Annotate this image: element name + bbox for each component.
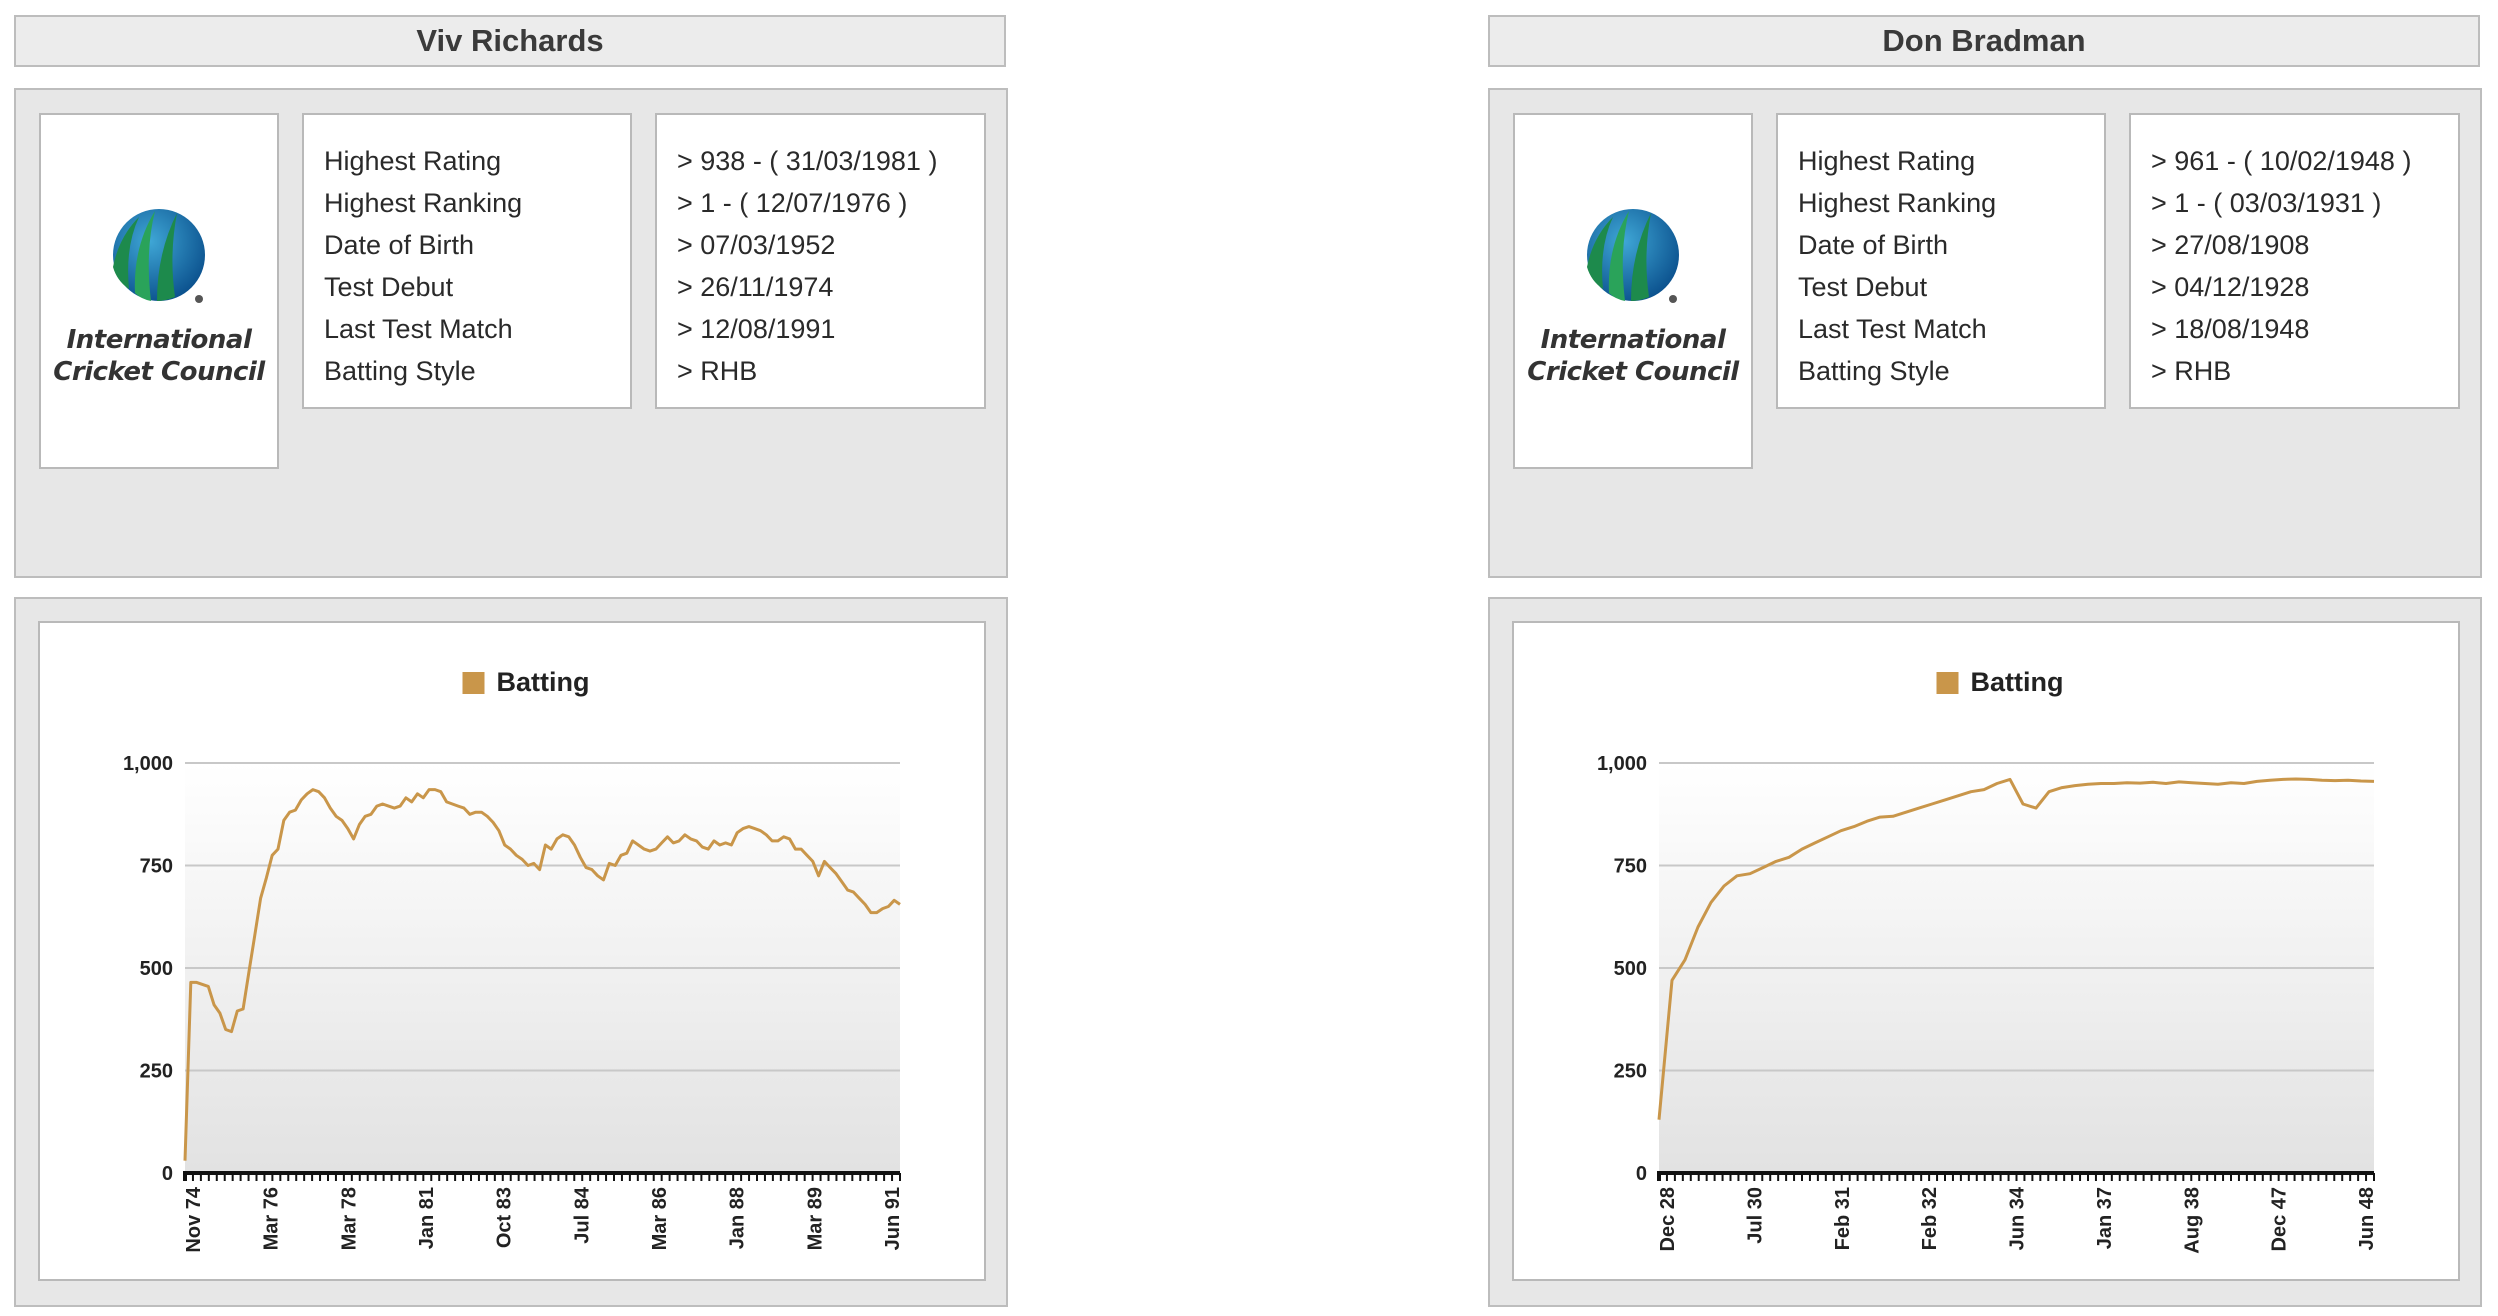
x-tick-label: Mar 89 [804, 1187, 826, 1250]
x-tick-label: Oct 83 [494, 1187, 516, 1248]
y-tick-label: 250 [1614, 1061, 1647, 1083]
player-name-header: Viv Richards [14, 15, 1006, 67]
logo-text-line2: Cricket Council [1527, 357, 1739, 387]
x-tick-label: Jul 30 [1744, 1187, 1766, 1244]
stats-values-box: > 961 - ( 10/02/1948 ) > 1 - ( 03/03/193… [2129, 113, 2460, 409]
x-tick-label: Feb 32 [1919, 1187, 1941, 1250]
stat-label-date-of-birth: Date of Birth [324, 230, 475, 260]
stat-label-highest-rating: Highest Rating [1798, 146, 1976, 176]
x-tick-label: Aug 38 [2181, 1187, 2203, 1254]
stat-value-highest-rating: > 961 - ( 10/02/1948 ) [2151, 146, 2412, 176]
legend-swatch [1936, 672, 1959, 694]
x-tick-label: Mar 78 [338, 1187, 360, 1250]
player-name: Viv Richards [416, 23, 604, 58]
x-tick-label: Jun 48 [2356, 1187, 2378, 1250]
stat-label-highest-rating: Highest Rating [324, 146, 502, 176]
stats-labels-box: Highest Rating Highest Ranking Date of B… [1776, 113, 2106, 409]
y-tick-label: 1,000 [1597, 753, 1647, 775]
rating-chart-panel: 0 250 500 750 1,000 Dec 28 Jul 30 Feb 31 Feb 32 J… [1488, 597, 2482, 1307]
stat-value-date-of-birth: > 27/08/1908 [2151, 230, 2310, 260]
player-name-header: Don Bradman [1488, 15, 2480, 67]
stat-value-date-of-birth: > 07/03/1952 [677, 230, 836, 260]
player-info-panel: International Cricket Council Highest Ra… [1488, 88, 2482, 578]
icc-globe-icon [113, 209, 205, 303]
stat-value-test-debut: > 26/11/1974 [677, 272, 834, 302]
series-line-batting [1657, 777, 2375, 1120]
stat-label-batting-style: Batting Style [1798, 356, 1950, 386]
stat-value-batting-style: > RHB [2151, 356, 2232, 386]
stat-value-test-debut: > 04/12/1928 [2151, 272, 2310, 302]
logo-text-line1: International [66, 325, 252, 355]
rating-chart-frame: 0 250 500 750 1,000 Nov 74 Mar 76 Mar 78 Jan 81 O… [38, 621, 986, 1281]
x-tick-label: Jan 37 [2094, 1187, 2116, 1249]
legend-swatch [462, 672, 485, 694]
x-tick-label: Jun 34 [2007, 1186, 2029, 1250]
x-tick-label: Jan 88 [727, 1187, 749, 1249]
logo-text-line2: Cricket Council [53, 357, 265, 387]
stat-label-highest-ranking: Highest Ranking [1798, 188, 1997, 218]
legend-label: Batting [1971, 667, 2064, 697]
y-tick-label: 1,000 [123, 753, 173, 775]
icc-logo: International Cricket Council [1513, 113, 1753, 469]
x-tick-label: Mar 86 [649, 1187, 671, 1250]
rating-chart-frame: 0 250 500 750 1,000 Dec 28 Jul 30 Feb 31 Feb 32 J… [1512, 621, 2460, 1281]
player-card-right: Don Bradman International Cricket Counci… [1488, 0, 2484, 1316]
stat-value-batting-style: > RHB [677, 356, 758, 386]
stat-value-highest-ranking: > 1 - ( 03/03/1931 ) [2151, 188, 2382, 218]
stat-label-test-debut: Test Debut [1798, 272, 1928, 302]
rating-chart: 0 250 500 750 1,000 Nov 74 Mar 76 Mar 78 Jan 81 O… [123, 667, 904, 1253]
y-tick-label: 750 [140, 856, 173, 878]
stat-label-last-test-match: Last Test Match [1798, 314, 1987, 344]
legend-label: Batting [497, 667, 590, 697]
x-tick-label: Nov 74 [183, 1186, 205, 1252]
series-line-batting [183, 788, 901, 1161]
x-tick-label: Feb 31 [1832, 1187, 1854, 1250]
player-info-panel: International Cricket Council Highest Ra… [14, 88, 1008, 578]
stat-label-date-of-birth: Date of Birth [1798, 230, 1949, 260]
stat-value-highest-rating: > 938 - ( 31/03/1981 ) [677, 146, 938, 176]
x-tick-label: Mar 76 [261, 1187, 283, 1250]
logo-text-line1: International [1540, 325, 1726, 355]
stats-labels-box: Highest Rating Highest Ranking Date of B… [302, 113, 632, 409]
y-tick-label: 500 [140, 958, 173, 980]
stat-label-batting-style: Batting Style [324, 356, 476, 386]
x-tick-label: Jun 91 [882, 1187, 904, 1250]
stats-values-box: > 938 - ( 31/03/1981 ) > 1 - ( 12/07/197… [655, 113, 986, 409]
x-tick-label: Jul 84 [571, 1186, 593, 1244]
stat-value-last-test-match: > 12/08/1991 [677, 314, 836, 344]
stat-value-last-test-match: > 18/08/1948 [2151, 314, 2310, 344]
x-tick-label: Dec 47 [2269, 1187, 2291, 1252]
rating-chart-panel: 0 250 500 750 1,000 Nov 74 Mar 76 Mar 78 Jan 81 O… [14, 597, 1008, 1307]
x-tick-label: Jan 81 [416, 1187, 438, 1249]
rating-chart: 0 250 500 750 1,000 Dec 28 Jul 30 Feb 31 Feb 32 J… [1597, 667, 2378, 1254]
icc-logo: International Cricket Council [39, 113, 279, 469]
y-tick-label: 750 [1614, 856, 1647, 878]
stat-label-highest-ranking: Highest Ranking [324, 188, 523, 218]
y-tick-label: 250 [140, 1061, 173, 1083]
icc-globe-icon [1587, 209, 1679, 303]
x-tick-label: Dec 28 [1657, 1187, 1679, 1252]
stat-label-test-debut: Test Debut [324, 272, 454, 302]
y-tick-label: 0 [1636, 1163, 1647, 1185]
y-tick-label: 0 [162, 1163, 173, 1185]
stat-label-last-test-match: Last Test Match [324, 314, 513, 344]
y-tick-label: 500 [1614, 958, 1647, 980]
stat-value-highest-ranking: > 1 - ( 12/07/1976 ) [677, 188, 908, 218]
player-name: Don Bradman [1882, 23, 2086, 58]
player-card-left: Viv Richards International Cricket Counc… [14, 0, 1010, 1316]
